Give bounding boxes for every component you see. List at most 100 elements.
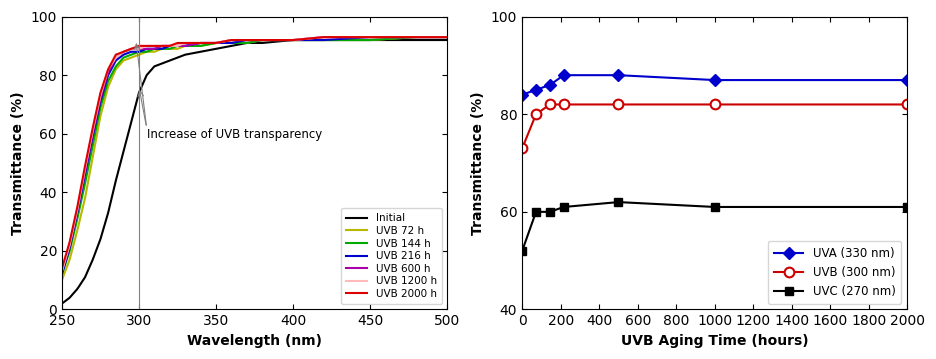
UVC (270 nm) (901, 205, 913, 209)
UVB 72 h (241, 41, 253, 45)
UVA (330 nm) (613, 73, 624, 77)
UVB 144 h (149, 47, 160, 51)
UVB 1200 h (156, 44, 168, 48)
UVB 600 h (195, 41, 206, 45)
UVB 216 h (241, 38, 253, 42)
UVB 144 h (125, 52, 137, 57)
UVB 144 h (118, 55, 129, 60)
UVB 144 h (411, 35, 422, 39)
UVB 144 h (195, 44, 206, 48)
UVB 72 h (110, 67, 122, 71)
UVB 72 h (318, 38, 329, 42)
UVB 144 h (95, 105, 106, 109)
UVB 2000 h (72, 205, 83, 209)
UVB 216 h (118, 52, 129, 57)
UVB (300 nm) (709, 102, 721, 107)
UVB 1200 h (64, 243, 75, 247)
UVB 1200 h (72, 208, 83, 212)
UVB 600 h (56, 269, 67, 274)
Line: UVC (270 nm): UVC (270 nm) (518, 198, 912, 255)
UVB 72 h (211, 41, 222, 45)
UVA (330 nm) (517, 93, 528, 97)
UVB 72 h (172, 47, 183, 51)
UVB 144 h (241, 41, 253, 45)
UVB 72 h (411, 35, 422, 39)
Initial (411, 38, 422, 42)
UVB 600 h (95, 97, 106, 101)
UVB 216 h (411, 35, 422, 39)
UVB 1200 h (56, 269, 67, 274)
UVB 144 h (103, 79, 114, 83)
Initial (164, 59, 175, 63)
UVB 600 h (318, 35, 329, 39)
UVB 144 h (364, 38, 375, 42)
UVA (330 nm) (531, 88, 542, 92)
UVB 144 h (318, 38, 329, 42)
UVB 72 h (195, 44, 206, 48)
UVB 1200 h (180, 41, 191, 45)
UVB 2000 h (195, 41, 206, 45)
UVB 600 h (156, 44, 168, 48)
UVB 72 h (103, 85, 114, 89)
UVB 72 h (118, 59, 129, 63)
UVB 216 h (318, 38, 329, 42)
UVB 216 h (149, 47, 160, 51)
UVB 2000 h (364, 35, 375, 39)
UVB 216 h (80, 173, 91, 177)
UVB 72 h (95, 114, 106, 118)
Initial (125, 120, 137, 124)
UVB 216 h (95, 99, 106, 104)
UVB 1200 h (118, 50, 129, 54)
Initial (442, 38, 453, 42)
Line: UVB 1200 h: UVB 1200 h (62, 37, 447, 271)
Initial (364, 38, 375, 42)
UVB 600 h (364, 35, 375, 39)
UVA (330 nm) (901, 78, 913, 82)
Initial (318, 38, 329, 42)
UVB 144 h (164, 47, 175, 51)
Line: UVA (330 nm): UVA (330 nm) (518, 71, 912, 99)
Initial (149, 64, 160, 69)
UVB 216 h (195, 41, 206, 45)
Initial (103, 211, 114, 215)
UVB 600 h (226, 38, 237, 42)
Initial (56, 302, 67, 306)
UVB 1200 h (172, 44, 183, 48)
UVC (270 nm) (544, 210, 555, 214)
UVB 216 h (364, 35, 375, 39)
UVB 144 h (64, 249, 75, 253)
UVC (270 nm) (558, 205, 569, 209)
Initial (72, 287, 83, 291)
UVB 2000 h (287, 38, 299, 42)
UVB 144 h (56, 272, 67, 276)
UVB 2000 h (411, 35, 422, 39)
UVB 600 h (118, 50, 129, 54)
UVB 2000 h (318, 35, 329, 39)
UVB 2000 h (103, 67, 114, 71)
UVC (270 nm) (517, 249, 528, 253)
UVB 216 h (103, 73, 114, 77)
UVB 1200 h (164, 44, 175, 48)
UVB 216 h (156, 47, 168, 51)
UVB 1200 h (287, 38, 299, 42)
UVB 1200 h (256, 38, 268, 42)
UVB 144 h (156, 47, 168, 51)
UVB 600 h (241, 38, 253, 42)
Initial (110, 178, 122, 183)
UVB 1200 h (226, 38, 237, 42)
UVB 216 h (172, 44, 183, 48)
UVB 2000 h (87, 126, 98, 130)
UVB (300 nm) (613, 102, 624, 107)
Initial (118, 149, 129, 154)
Y-axis label: Transmittance (%): Transmittance (%) (11, 91, 25, 235)
UVB 2000 h (80, 164, 91, 168)
UVB 144 h (256, 38, 268, 42)
UVB 144 h (172, 44, 183, 48)
UVB 600 h (133, 47, 144, 51)
UVB (300 nm) (531, 112, 542, 116)
UVB 1200 h (211, 41, 222, 45)
Initial (287, 38, 299, 42)
UVB 1200 h (364, 35, 375, 39)
UVB 72 h (180, 44, 191, 48)
UVB 144 h (442, 35, 453, 39)
